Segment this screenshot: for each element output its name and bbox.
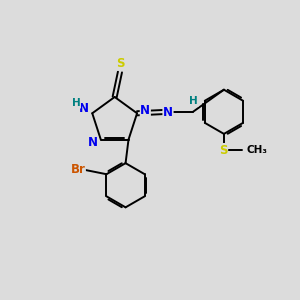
Text: H: H bbox=[189, 97, 198, 106]
Text: N: N bbox=[163, 106, 173, 119]
Text: N: N bbox=[88, 136, 98, 149]
Text: N: N bbox=[79, 102, 89, 116]
Text: N: N bbox=[140, 104, 150, 117]
Text: H: H bbox=[72, 98, 80, 108]
Text: S: S bbox=[116, 57, 125, 70]
Text: S: S bbox=[219, 144, 228, 157]
Text: CH₃: CH₃ bbox=[246, 145, 267, 155]
Text: Br: Br bbox=[70, 163, 85, 176]
